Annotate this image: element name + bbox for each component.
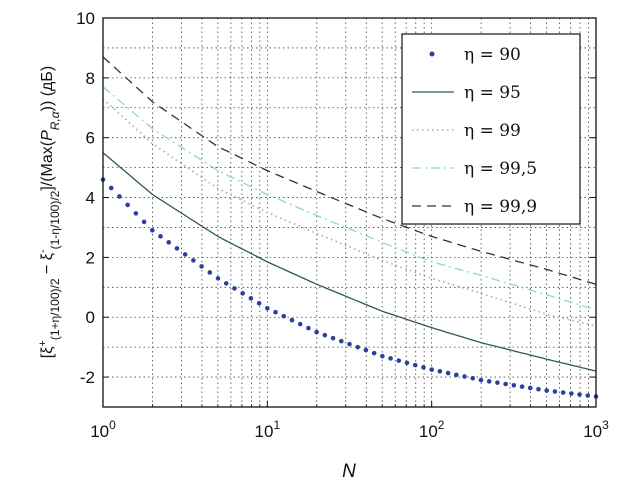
series-point bbox=[141, 219, 147, 225]
series-3 bbox=[102, 86, 597, 311]
series-point bbox=[273, 309, 278, 315]
legend-entry: η = 90 bbox=[429, 45, 521, 65]
series-point bbox=[215, 276, 221, 281]
legend-entry: η = 99,5 bbox=[412, 159, 537, 179]
y-tick-label: -2 bbox=[80, 368, 95, 387]
series-point bbox=[289, 317, 295, 323]
series-point bbox=[404, 360, 410, 366]
legend-label: η = 99 bbox=[464, 121, 521, 141]
series-point bbox=[281, 313, 287, 319]
series-point bbox=[585, 393, 591, 398]
series-point bbox=[314, 329, 319, 335]
series-point bbox=[380, 353, 385, 359]
series-point bbox=[306, 325, 311, 331]
series-point bbox=[519, 384, 525, 389]
series-point bbox=[388, 356, 393, 361]
series-point bbox=[577, 392, 582, 397]
series-point bbox=[182, 252, 188, 257]
series-4 bbox=[102, 56, 597, 285]
series-point bbox=[462, 374, 467, 379]
series-point bbox=[421, 365, 426, 370]
x-tick-label: 101 bbox=[255, 418, 281, 441]
series-point bbox=[536, 386, 541, 392]
series-point bbox=[240, 291, 245, 296]
series-point bbox=[396, 358, 402, 363]
series-point bbox=[256, 300, 262, 306]
legend-entry: η = 95 bbox=[412, 83, 521, 103]
series-point bbox=[207, 270, 213, 275]
y-tick-label: 4 bbox=[86, 189, 95, 208]
plot-frame bbox=[102, 17, 597, 408]
series-1 bbox=[102, 152, 597, 372]
series-point bbox=[297, 321, 303, 327]
series-point bbox=[412, 362, 418, 368]
series-point bbox=[191, 258, 196, 263]
y-tick-label: 2 bbox=[86, 248, 95, 267]
series-0 bbox=[100, 177, 599, 399]
series-point bbox=[371, 350, 377, 356]
legend-entry: η = 99,9 bbox=[412, 197, 537, 217]
series-point bbox=[330, 335, 336, 341]
series-point bbox=[527, 385, 533, 391]
series-point bbox=[133, 211, 139, 216]
series-point bbox=[322, 332, 328, 338]
series-point bbox=[552, 389, 558, 394]
series-point bbox=[503, 381, 508, 387]
series-point bbox=[125, 202, 130, 208]
y-tick-label: 6 bbox=[86, 129, 95, 148]
series-point bbox=[174, 246, 180, 251]
legend-label: η = 99,5 bbox=[464, 159, 537, 179]
series-point bbox=[150, 227, 155, 233]
series-point bbox=[437, 369, 443, 374]
legend-label: η = 90 bbox=[464, 45, 521, 65]
series-point bbox=[199, 264, 204, 269]
series-point bbox=[495, 380, 500, 385]
series-point bbox=[232, 286, 237, 291]
series-point bbox=[544, 388, 549, 393]
series-point bbox=[117, 194, 122, 199]
x-tick-label: 103 bbox=[583, 418, 609, 441]
x-tick-label: 102 bbox=[419, 418, 445, 441]
series-point bbox=[248, 296, 254, 301]
series-point bbox=[108, 185, 114, 191]
series-point bbox=[478, 377, 484, 383]
series-point bbox=[454, 372, 459, 378]
legend: η = 90 η = 95 η = 99 η = 99,5 η = 99,9 bbox=[401, 33, 581, 225]
series-point bbox=[511, 383, 517, 388]
series-layer bbox=[100, 56, 599, 399]
legend-label: η = 95 bbox=[464, 83, 521, 103]
series-line bbox=[102, 56, 597, 285]
series-point bbox=[560, 390, 566, 395]
legend-label: η = 99,9 bbox=[464, 197, 537, 217]
series-point bbox=[265, 305, 270, 311]
y-tick-label: 10 bbox=[76, 9, 95, 28]
series-point bbox=[569, 391, 574, 396]
series-point bbox=[223, 281, 229, 286]
series-point bbox=[486, 379, 492, 384]
series-line bbox=[102, 86, 597, 311]
series-point bbox=[429, 367, 434, 372]
series-point bbox=[470, 375, 476, 381]
series-point bbox=[355, 344, 361, 350]
series-point bbox=[445, 370, 451, 376]
y-tick-label: 0 bbox=[86, 308, 95, 327]
series-line bbox=[102, 152, 597, 372]
series-point bbox=[158, 234, 163, 239]
svg-text:[ξ+(1+η/100)/2 − ξ-(1-η/100)/2: [ξ+(1+η/100)/2 − ξ-(1-η/100)/2]/(Max(PR,… bbox=[37, 66, 62, 358]
legend-swatch bbox=[429, 51, 435, 57]
y-tick-label: 8 bbox=[86, 69, 95, 88]
series-point bbox=[363, 347, 369, 353]
legend-entry: η = 99 bbox=[412, 121, 521, 141]
x-tick-label: 100 bbox=[90, 418, 116, 441]
ticks: -2 0 2 4 6 8 10 100 101 102 103 bbox=[76, 9, 609, 441]
series-line bbox=[102, 98, 597, 327]
series-point bbox=[166, 240, 172, 245]
series-point bbox=[338, 338, 344, 344]
series-point bbox=[347, 341, 352, 347]
legend-box bbox=[401, 33, 581, 225]
y-axis-label: [ξ+(1+η/100)/2 − ξ-(1-η/100)/2]/(Max(PR,… bbox=[37, 66, 62, 358]
series-2 bbox=[102, 98, 597, 327]
x-axis-label: N bbox=[342, 461, 356, 482]
